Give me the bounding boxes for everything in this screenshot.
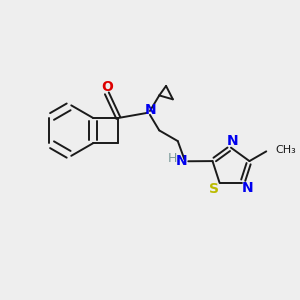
Text: S: S xyxy=(209,182,219,196)
Text: O: O xyxy=(101,80,113,94)
Text: N: N xyxy=(227,134,239,148)
Text: CH₃: CH₃ xyxy=(275,146,296,155)
Text: N: N xyxy=(242,181,253,195)
Text: N: N xyxy=(176,154,187,168)
Text: N: N xyxy=(145,103,157,117)
Text: H: H xyxy=(168,152,177,165)
